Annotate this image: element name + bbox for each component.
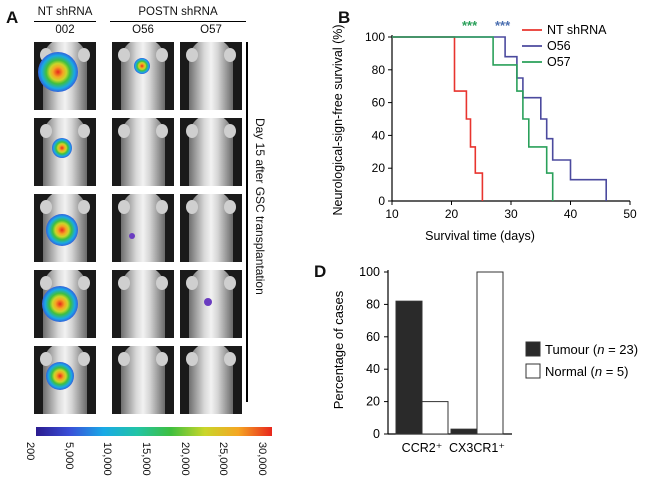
bioluminescence-signal [46, 214, 78, 246]
mouse-image-r1-c2 [112, 42, 174, 110]
panel-letter-a: A [6, 8, 19, 27]
percentage-legend-swatch [525, 341, 541, 357]
significance-marker-o56: *** [495, 18, 511, 33]
percentage-legend-swatch [525, 363, 541, 379]
header-underline-postn [110, 21, 246, 22]
percentage-y-tick-label: 0 [373, 427, 380, 441]
colorbar [36, 427, 272, 436]
bioluminescence-signal [46, 362, 74, 390]
survival-y-tick-label: 80 [372, 63, 386, 77]
mouse-image-r3-c2 [112, 194, 174, 262]
survival-y-tick-label: 0 [378, 194, 385, 208]
percentage-legend-label: Tumour (n = 23) [545, 342, 638, 357]
colorbar-tick-label: 200 [24, 442, 36, 461]
column-label-o57: O57 [200, 24, 222, 36]
mouse-image-r2-c1 [34, 118, 96, 186]
percentage-y-tick-label: 40 [366, 362, 380, 376]
survival-legend-label: O56 [547, 39, 571, 53]
mouse-image-r4-c1 [34, 270, 96, 338]
colorbar-tick-label: 30,000 [256, 442, 268, 476]
survival-y-tick-label: 60 [372, 96, 386, 110]
survival-x-tick-label: 50 [623, 207, 637, 221]
bar-tumour-ccr2 [395, 300, 423, 435]
survival-y-axis-label: Neurological-sign-free survival (%) [331, 24, 345, 215]
header-postn-shrna: POSTN shRNA [138, 6, 218, 18]
column-label-002: 002 [55, 24, 75, 36]
percentage-category-label: CX3CR1⁺ [449, 441, 505, 455]
percentage-y-tick-label: 80 [366, 297, 380, 311]
mouse-image-r1-c3 [180, 42, 242, 110]
header-nt-shrna: NT shRNA [37, 6, 93, 18]
percentage-bar-chart: 0 20 40 60 80 100 CCR2⁺ CX3CR1⁺ Percentage of c… [331, 265, 638, 455]
mouse-image-r3-c1 [34, 194, 96, 262]
survival-legend: NT shRNA O56 O57 [522, 23, 607, 69]
survival-x-tick-label: 10 [385, 207, 399, 221]
survival-legend-label: NT shRNA [547, 23, 607, 37]
survival-x-tick-label: 40 [564, 207, 578, 221]
survival-x-tick-label: 20 [445, 207, 459, 221]
survival-x-axis-label: Survival time (days) [425, 229, 535, 243]
bioluminescence-signal [134, 58, 150, 74]
percentage-legend-label: Normal (n = 5) [545, 364, 628, 379]
survival-x-tick-label: 30 [504, 207, 518, 221]
colorbar-tick-label: 15,000 [140, 442, 152, 476]
colorbar-tick-label: 20,000 [178, 442, 191, 476]
bioluminescence-signal [204, 298, 212, 306]
bar-tumour-cx3cr1 [450, 428, 478, 435]
bioluminescence-signal [52, 138, 72, 158]
mouse-image-r5-c1 [34, 346, 96, 414]
mouse-image-r4-c2 [112, 270, 174, 338]
survival-legend-label: O57 [547, 55, 571, 69]
side-bracket [246, 42, 248, 402]
survival-line-nt-shrna [392, 36, 484, 201]
panel-letter-b: B [338, 8, 351, 27]
percentage-y-tick-label: 60 [366, 330, 380, 344]
mouse-image-r1-c1 [34, 42, 96, 110]
bar-normal-ccr2 [421, 401, 449, 435]
survival-y-tick-label: 20 [372, 161, 386, 175]
percentage-y-tick-label: 20 [366, 395, 380, 409]
mouse-image-r4-c3 [180, 270, 242, 338]
panel-a-imaging: NT shRNA POSTN shRNA 002 O56 O57 Day 15 … [0, 0, 300, 485]
survival-y-tick-label: 40 [372, 128, 386, 142]
survival-line-o57 [392, 36, 554, 201]
side-label: Day 15 after GSC transplantation [253, 118, 267, 295]
bioluminescence-signal [38, 52, 78, 92]
colorbar-tick-label: 25,000 [217, 442, 230, 476]
survival-chart: 10 20 30 40 50 0 20 40 60 80 100 Neurological-sign… [331, 18, 637, 243]
mouse-image-r5-c3 [180, 346, 242, 414]
bioluminescence-signal [129, 233, 135, 239]
panel-letter-d: D [314, 262, 327, 281]
bar-normal-cx3cr1 [476, 271, 504, 435]
colorbar-tick-label: 5,000 [62, 442, 75, 470]
mouse-image-r2-c2 [112, 118, 174, 186]
mouse-image-r2-c3 [180, 118, 242, 186]
mouse-image-r5-c2 [112, 346, 174, 414]
survival-line-o56 [392, 36, 608, 201]
percentage-legend: Tumour (n = 23) Normal (n = 5) [525, 341, 638, 379]
survival-y-tick-label: 100 [365, 30, 385, 44]
significance-marker-o57: *** [462, 18, 478, 33]
percentage-category-label: CCR2⁺ [402, 441, 443, 455]
percentage-y-axis-label: Percentage of cases [331, 290, 346, 409]
bioluminescence-signal [42, 286, 78, 322]
percentage-y-tick-label: 100 [359, 265, 380, 279]
header-underline-nt [34, 21, 96, 22]
mouse-image-r3-c3 [180, 194, 242, 262]
column-label-o56: O56 [132, 24, 154, 36]
colorbar-tick-label: 10,000 [101, 442, 114, 476]
